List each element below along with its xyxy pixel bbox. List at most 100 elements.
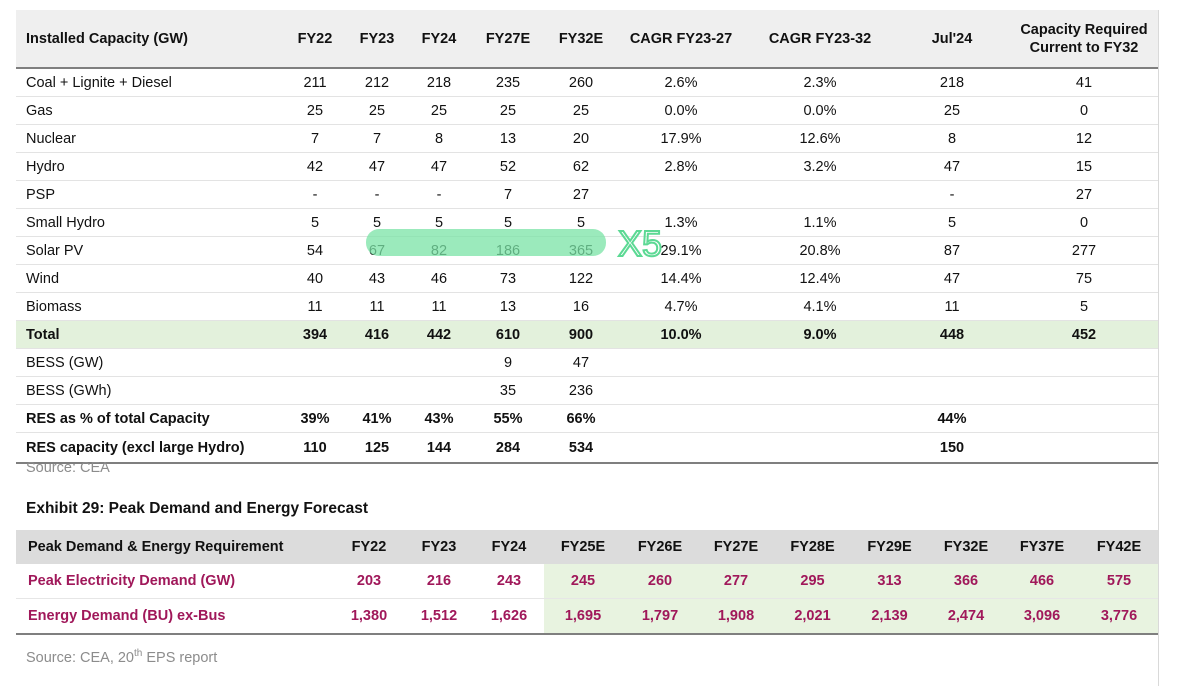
table1-cell: 0.0% <box>746 96 894 125</box>
exhibit-title: Exhibit 29: Peak Demand and Energy Forec… <box>26 500 368 517</box>
table1-cell: 14.4% <box>616 264 746 293</box>
table1-cell: 62 <box>546 152 616 181</box>
table1-cell: 47 <box>346 152 408 181</box>
table1-row-label: RES capacity (excl large Hydro) <box>16 432 284 464</box>
table1-cell: 0 <box>1010 96 1158 125</box>
table1-cell: - <box>894 180 1010 209</box>
table1-cell: 211 <box>284 68 346 97</box>
table1-cell: 534 <box>546 432 616 464</box>
table1-cell: 16 <box>546 292 616 321</box>
table1-cell: 277 <box>1010 236 1158 265</box>
table1-cell: 25 <box>284 96 346 125</box>
table1-header-label: Installed Capacity (GW) <box>16 10 284 69</box>
table1-cell: 47 <box>546 348 616 377</box>
table1-row: BESS (GWh) 35 236 <box>16 376 1158 405</box>
x5-annotation: X5 <box>617 222 663 262</box>
table1-cell: 12 <box>1010 124 1158 153</box>
table1-cell: - <box>284 180 346 209</box>
installed-capacity-table: Installed Capacity (GW) FY22 FY23 FY24 F… <box>16 10 1158 464</box>
table1-cell: 46 <box>408 264 470 293</box>
table1-row: Small Hydro 5 5 5 5 5 1.3% 1.1% 5 0 <box>16 208 1158 237</box>
table1-header-row: Installed Capacity (GW) FY22 FY23 FY24 F… <box>16 10 1158 69</box>
table2-header-cell: FY28E <box>774 530 851 564</box>
table2-cell: 2,021 <box>774 598 851 635</box>
table1-cell: 47 <box>894 152 1010 181</box>
right-rule <box>1158 10 1159 686</box>
table2-header-cell: FY26E <box>622 530 698 564</box>
table1-cell: 7 <box>346 124 408 153</box>
table1-cell: 25 <box>470 96 546 125</box>
table1-cell: 448 <box>894 320 1010 349</box>
table1-cell: 125 <box>346 432 408 464</box>
table1-row: Hydro 42 47 47 52 62 2.8% 3.2% 47 15 <box>16 152 1158 181</box>
table1-cell: 54 <box>284 236 346 265</box>
table1-cell: 29.1% <box>616 236 746 265</box>
table1-row-label: BESS (GW) <box>16 348 284 377</box>
table1-cell: 8 <box>894 124 1010 153</box>
table1-cell <box>1010 348 1158 377</box>
table1-cell: 41% <box>346 404 408 433</box>
table1-cell: 35 <box>470 376 546 405</box>
table1-cell: 610 <box>470 320 546 349</box>
table1-cell: 11 <box>408 292 470 321</box>
table1-cell: 8 <box>408 124 470 153</box>
table2-row-label: Energy Demand (BU) ex-Bus <box>16 598 334 635</box>
table1-source: Source: CEA <box>26 460 110 476</box>
table1-row: BESS (GW) 9 47 <box>16 348 1158 377</box>
peak-demand-table: Peak Demand & Energy Requirement FY22 FY23… <box>16 530 1158 635</box>
table1-row-label: Nuclear <box>16 124 284 153</box>
table1-cell: 150 <box>894 432 1010 464</box>
table1-cell <box>746 376 894 405</box>
table2-cell: 203 <box>334 564 404 599</box>
table1-row: Gas 25 25 25 25 25 0.0% 0.0% 25 0 <box>16 96 1158 125</box>
table1-cell: 25 <box>346 96 408 125</box>
table1-row: RES capacity (excl large Hydro) 110 125 144… <box>16 432 1158 464</box>
table1-cell <box>284 348 346 377</box>
table1-cell: 27 <box>546 180 616 209</box>
table1-cell <box>616 348 746 377</box>
table1-cell <box>746 404 894 433</box>
table1-cell: 4.7% <box>616 292 746 321</box>
table2-cell: 1,797 <box>622 598 698 635</box>
table1-cell: 0.0% <box>616 96 746 125</box>
table1-cell: 212 <box>346 68 408 97</box>
table1-header-cagr-23-32: CAGR FY23-32 <box>746 10 894 69</box>
table1-cell: 43% <box>408 404 470 433</box>
x5-annotation-text: X5 <box>618 223 662 262</box>
table2-cell: 313 <box>851 564 928 599</box>
table1-cell: 2.6% <box>616 68 746 97</box>
table2-cell: 2,474 <box>928 598 1004 635</box>
table2-row-label: Peak Electricity Demand (GW) <box>16 564 334 599</box>
table2-cell: 216 <box>404 564 474 599</box>
table1-cell: 13 <box>470 292 546 321</box>
table2-header-cell: Peak Demand & Energy Requirement <box>16 530 334 564</box>
table1-cell: 10.0% <box>616 320 746 349</box>
table1-header-fy23: FY23 <box>346 10 408 69</box>
table1-cell: 260 <box>546 68 616 97</box>
table2-source-prefix: Source: CEA, 20 <box>26 649 134 666</box>
table1-cell: 1.3% <box>616 208 746 237</box>
table2-cell: 243 <box>474 564 544 599</box>
table1-cell <box>1010 404 1158 433</box>
table1-row-label: PSP <box>16 180 284 209</box>
table1-cell: 110 <box>284 432 346 464</box>
table1-cell <box>616 432 746 464</box>
table1-cell: 12.6% <box>746 124 894 153</box>
table1-cell: 5 <box>284 208 346 237</box>
table1-header-fy32e: FY32E <box>546 10 616 69</box>
table1-header-fy22: FY22 <box>284 10 346 69</box>
table1-cell: 218 <box>894 68 1010 97</box>
table1-cell: 7 <box>470 180 546 209</box>
table1-cell: 2.8% <box>616 152 746 181</box>
table1-cell: 17.9% <box>616 124 746 153</box>
table2-cell: 1,626 <box>474 598 544 635</box>
table1-row: Nuclear 7 7 8 13 20 17.9% 12.6% 8 12 <box>16 124 1158 153</box>
table1-cell <box>346 376 408 405</box>
table1-cell: 1.1% <box>746 208 894 237</box>
table2-header-cell: FY42E <box>1080 530 1158 564</box>
table1-header-fy24: FY24 <box>408 10 470 69</box>
table1-cell <box>894 348 1010 377</box>
table1-cell: 394 <box>284 320 346 349</box>
table2-cell: 3,096 <box>1004 598 1080 635</box>
table1-cell <box>616 376 746 405</box>
